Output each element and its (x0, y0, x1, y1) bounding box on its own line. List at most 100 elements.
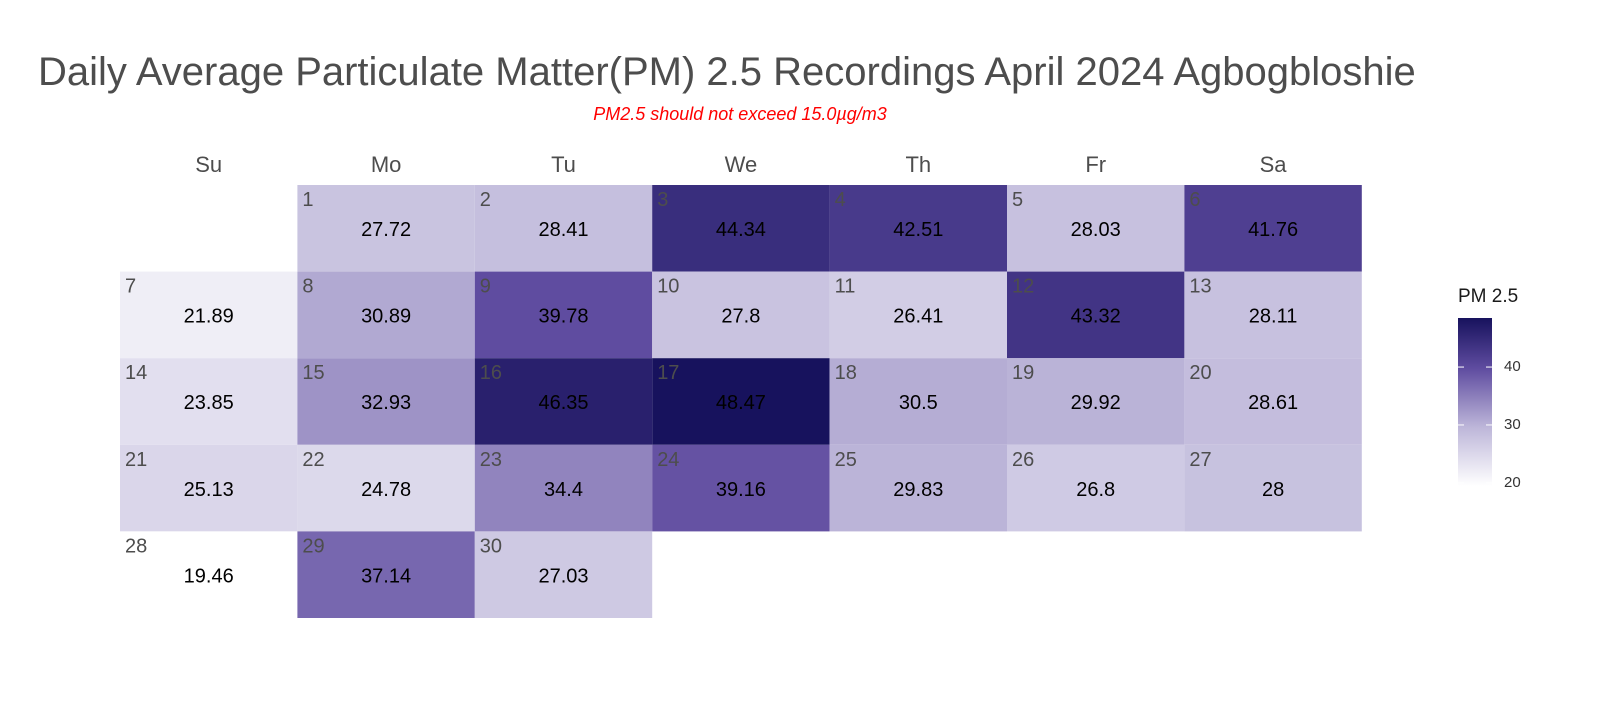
cell-tile (829, 444, 1007, 532)
cell-tile (474, 444, 653, 532)
day-number: 7 (125, 276, 136, 298)
cell-tile (474, 358, 653, 445)
pm-value-label: 21.89 (184, 306, 234, 328)
day-number: 30 (480, 535, 502, 557)
calendar-cell: 228.41 (474, 185, 653, 272)
calendar-cell: 939.78 (474, 271, 653, 359)
day-number: 11 (835, 276, 856, 298)
day-number: 14 (125, 362, 147, 384)
pm-value-label: 26.41 (893, 306, 943, 328)
pm-value-label: 34.4 (544, 479, 583, 501)
pm-value-label: 39.78 (538, 306, 588, 328)
calendar-cell: 13 28.11 (1184, 271, 1362, 359)
pm-value-label: 28 (1262, 479, 1284, 501)
color-legend: PM 2.5 20 30 40 (1458, 286, 1521, 491)
calendar-cell: 20 28.61 (1184, 358, 1362, 445)
calendar-cell: 721.89 (120, 271, 298, 359)
calendar-cell: 10 27.8 (652, 271, 830, 359)
day-number: 6 (1189, 189, 1200, 211)
calendar-cell: 21 25.13 (120, 444, 298, 532)
cell-tile (120, 271, 298, 359)
day-number: 12 (1012, 276, 1034, 298)
cell-tile (120, 531, 298, 618)
day-number: 27 (1189, 449, 1211, 471)
calendar-cell: 344.34 (652, 185, 830, 272)
weekday-label: Su (195, 152, 222, 177)
cell-tile (474, 185, 653, 272)
day-number: 17 (657, 362, 679, 384)
calendar-cell: 641.76 (1184, 185, 1362, 272)
day-number: 29 (302, 535, 324, 557)
cell-tile (1184, 185, 1362, 272)
day-number: 20 (1189, 362, 1211, 384)
day-number: 19 (1012, 362, 1034, 384)
cell-tile (120, 358, 298, 445)
calendar-cell: 26 26.8 (1007, 444, 1185, 532)
calendar-cell: 442.51 (829, 185, 1007, 272)
calendar-cell: 127.72 (297, 185, 475, 272)
cell-tile (829, 271, 1007, 359)
cell-tile (297, 444, 475, 532)
day-number: 10 (657, 276, 679, 298)
calendar-cell: 23 34.4 (474, 444, 653, 532)
day-number: 24 (657, 449, 679, 471)
pm-value-label: 30.89 (361, 306, 411, 328)
calendar-cell: 30 27.03 (474, 531, 653, 618)
calendar-cell: 12 43.32 (1007, 271, 1185, 359)
cell-tile (652, 358, 830, 445)
day-number: 16 (480, 362, 502, 384)
pm-value-label: 30.5 (899, 392, 938, 414)
pm-value-label: 27.72 (361, 219, 411, 241)
pm-value-label: 19.46 (184, 565, 234, 587)
calendar-cell: 27 28 (1184, 444, 1362, 532)
cell-tile (474, 531, 653, 618)
day-number: 25 (835, 449, 857, 471)
cell-tile (652, 444, 830, 532)
calendar-cell: 16 46.35 (474, 358, 653, 445)
weekday-label: We (725, 152, 758, 177)
day-number: 8 (302, 276, 313, 298)
cell-tile (1007, 444, 1185, 532)
weekday-label: Tu (551, 152, 576, 177)
day-number: 2 (480, 189, 491, 211)
legend-tick-label: 30 (1504, 415, 1521, 433)
calendar-cell: 11 26.41 (829, 271, 1007, 359)
pm-value-label: 27.03 (538, 565, 588, 587)
day-number: 18 (835, 362, 857, 384)
pm-value-label: 25.13 (184, 479, 234, 501)
legend-tick-label: 20 (1504, 473, 1521, 491)
pm-value-label: 46.35 (538, 392, 588, 414)
cell-tile (829, 358, 1007, 445)
day-number: 3 (657, 189, 668, 211)
day-number: 1 (302, 189, 313, 211)
calendar-cell: 29 37.14 (297, 531, 475, 618)
cell-tile (652, 185, 830, 272)
weekday-label: Mo (371, 152, 402, 177)
legend-tick-label: 40 (1504, 358, 1521, 376)
cell-tile (120, 444, 298, 532)
day-number: 23 (480, 449, 502, 471)
cell-tile (297, 185, 475, 272)
cell-tile (297, 531, 475, 618)
cell-tile (297, 271, 475, 359)
pm-value-label: 28.11 (1249, 306, 1298, 328)
pm-value-label: 41.76 (1248, 219, 1298, 241)
cell-tile (1184, 271, 1362, 359)
pm-value-label: 23.85 (184, 392, 234, 414)
day-number: 26 (1012, 449, 1034, 471)
day-number: 22 (302, 449, 324, 471)
pm-value-label: 29.83 (893, 479, 943, 501)
pm-value-label: 44.34 (716, 219, 766, 241)
pm-value-label: 28.41 (538, 219, 588, 241)
day-number: 28 (125, 535, 147, 557)
weekday-label: Fr (1085, 152, 1106, 177)
cell-tile (1184, 358, 1362, 445)
cell-tile (474, 271, 653, 359)
pm-value-label: 26.8 (1076, 479, 1115, 501)
calendar-cell: 22 24.78 (297, 444, 475, 532)
pm-value-label: 48.47 (716, 392, 766, 414)
weekday-label: Th (905, 152, 931, 177)
cell-tile (1007, 185, 1185, 272)
pm-value-label: 24.78 (361, 479, 411, 501)
